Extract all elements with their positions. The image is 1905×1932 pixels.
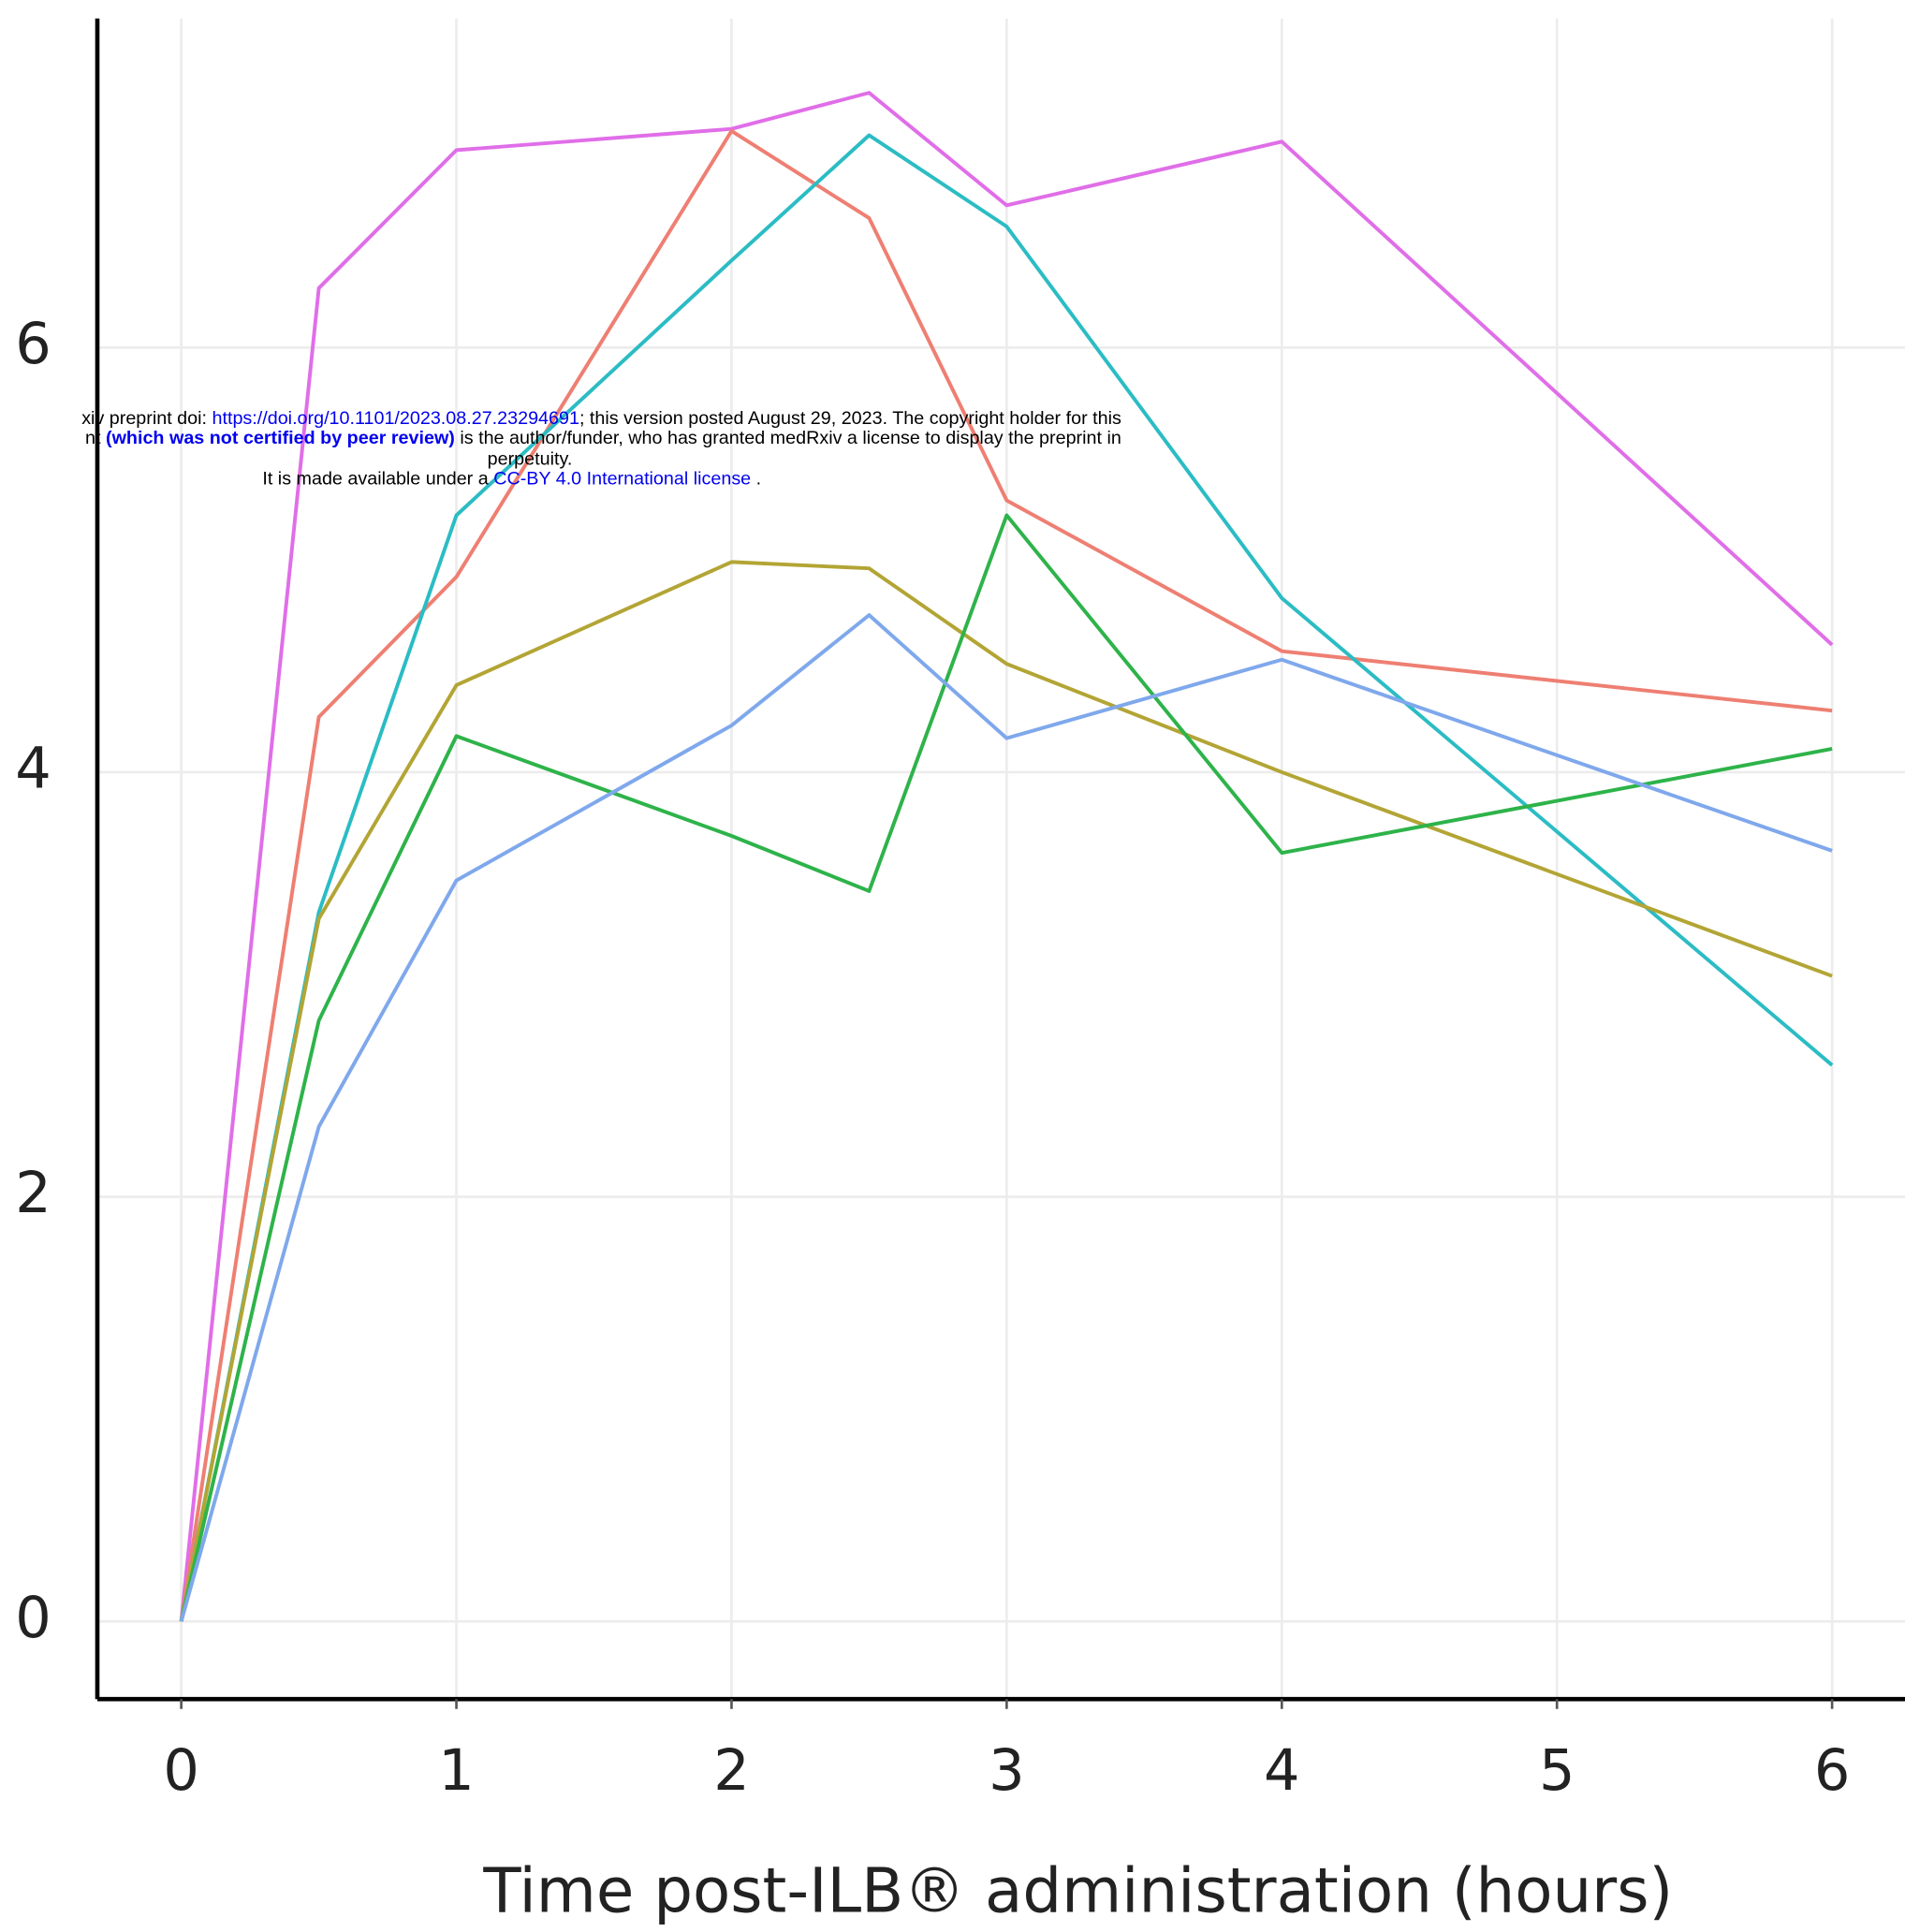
x-tick-label: 5 [1539, 1738, 1575, 1804]
series-line [179, 129, 1833, 1622]
y-tick-label: 0 [15, 1586, 51, 1651]
x-axis-label: Time post-ILB® administration (hours) [482, 1855, 1673, 1927]
watermark-text: ; this version posted August 29, 2023. T… [579, 408, 1121, 429]
watermark-line: perpetuity. [488, 448, 573, 469]
x-tick-label: 0 [163, 1738, 199, 1804]
series-line [179, 91, 1834, 1622]
x-tick-label: 2 [713, 1738, 750, 1804]
watermark-line: nt (which was not certified by peer revi… [85, 428, 1121, 448]
watermark-link[interactable]: https://doi.org/10.1101/2023.08.27.23294… [212, 408, 579, 429]
watermark-bold: (which was not certified by peer review) [106, 428, 455, 448]
y-tick-label: 2 [15, 1161, 51, 1226]
series-line [179, 133, 1834, 1622]
watermark-text: It is made available under a [262, 468, 493, 489]
grid [96, 18, 1905, 1700]
watermark-line: It is made available under a CC-BY 4.0 I… [262, 468, 761, 489]
series-line [179, 513, 1833, 1622]
watermark-text: is the author/funder, who has granted me… [455, 428, 1121, 448]
watermark-line: xiv preprint doi: https://doi.org/10.110… [81, 408, 1121, 429]
y-tick-label: 6 [15, 312, 51, 377]
watermark-text: nt [85, 428, 106, 448]
series-line [179, 613, 1833, 1622]
watermark-link[interactable]: CC-BY 4.0 International license [493, 468, 751, 489]
x-tick-label: 4 [1264, 1738, 1300, 1804]
x-tick-label: 3 [989, 1738, 1025, 1804]
x-tick-label: 6 [1814, 1738, 1851, 1804]
series-line [179, 560, 1833, 1622]
series-lines [179, 91, 1834, 1622]
watermark-text: . [751, 468, 761, 489]
x-tick-label: 1 [438, 1738, 475, 1804]
watermark-text: xiv preprint doi: [81, 408, 212, 429]
y-tick-label: 4 [15, 737, 51, 802]
